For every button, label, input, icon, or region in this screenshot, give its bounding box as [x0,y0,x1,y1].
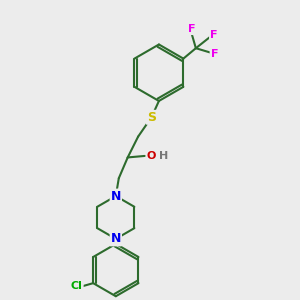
Text: H: H [159,151,168,161]
Text: Cl: Cl [71,281,83,291]
Text: F: F [210,30,218,40]
Text: F: F [211,49,218,59]
Text: N: N [111,190,121,202]
Text: N: N [111,232,121,245]
Text: S: S [147,111,156,124]
Text: F: F [188,24,195,34]
Text: O: O [147,151,156,161]
